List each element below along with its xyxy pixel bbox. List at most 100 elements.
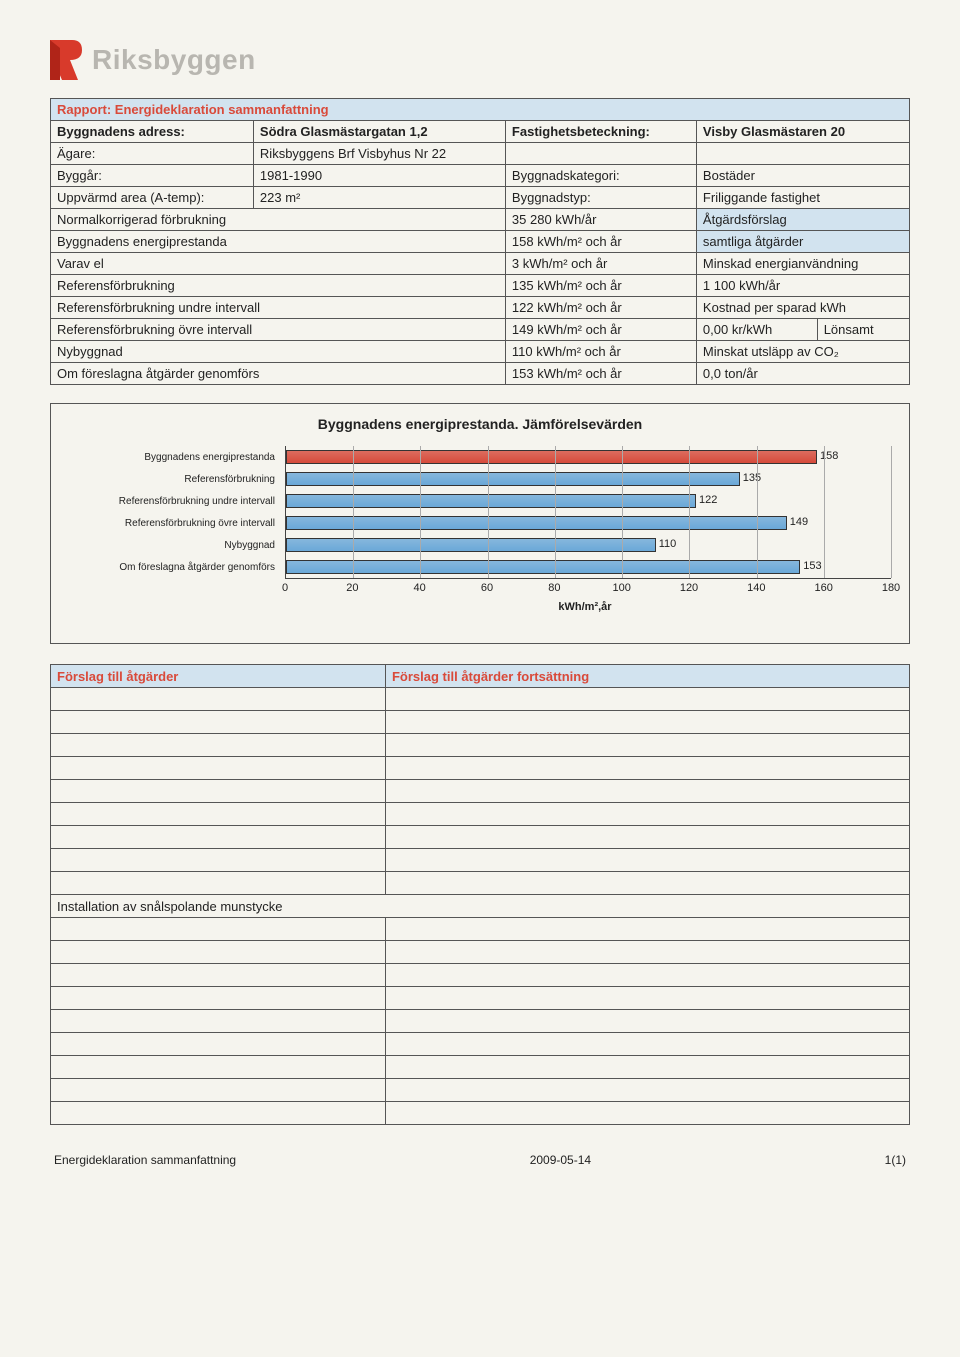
measure-cell: [51, 987, 386, 1010]
cell: 122 kWh/m² och år: [505, 297, 696, 319]
measure-cell: [385, 987, 909, 1010]
measure-cell: [385, 941, 909, 964]
cell: Fastighetsbeteckning:: [505, 121, 696, 143]
chart-row: 110: [286, 534, 891, 556]
cell: Riksbyggens Brf Visbyhus Nr 22: [253, 143, 505, 165]
chart-bar: 110: [286, 538, 656, 552]
measure-cell: [51, 826, 386, 849]
cell: Normalkorrigerad förbrukning: [51, 209, 506, 231]
measure-cell: [385, 757, 909, 780]
cell: Minskat utsläpp av CO₂: [696, 341, 909, 363]
cell: Åtgärdsförslag: [696, 209, 909, 231]
chart-bar: 122: [286, 494, 696, 508]
page-footer: Energideklaration sammanfattning 2009-05…: [50, 1153, 910, 1167]
chart-bar-value: 122: [699, 494, 725, 506]
report-title: Rapport: Energideklaration sammanfattnin…: [51, 99, 910, 121]
grid-line: [757, 446, 758, 578]
cell: [505, 143, 696, 165]
footer-left: Energideklaration sammanfattning: [54, 1153, 236, 1167]
measure-cell: [51, 780, 386, 803]
measure-cell: [385, 688, 909, 711]
measure-cell: [51, 734, 386, 757]
cell: Nybyggnad: [51, 341, 506, 363]
measure-cell: [385, 803, 909, 826]
summary-table: Rapport: Energideklaration sammanfattnin…: [50, 98, 910, 385]
cell: Ägare:: [51, 143, 254, 165]
x-tick: 160: [814, 582, 832, 594]
measure-cell: [385, 1033, 909, 1056]
measure-cell: [51, 688, 386, 711]
cell: 0,0 ton/år: [696, 363, 909, 385]
grid-line: [689, 446, 690, 578]
cell: samtliga åtgärder: [696, 231, 909, 253]
cell: 35 280 kWh/år: [505, 209, 696, 231]
chart-bar-label: Nybyggnad: [69, 534, 279, 556]
footer-center: 2009-05-14: [530, 1153, 591, 1167]
cell: 135 kWh/m² och år: [505, 275, 696, 297]
grid-line: [555, 446, 556, 578]
measure-cell: [385, 1056, 909, 1079]
logo-text: Riksbyggen: [92, 44, 256, 76]
measure-cell: [385, 734, 909, 757]
chart-row: 135: [286, 468, 891, 490]
measure-cell: [51, 918, 386, 941]
measure-cell: [51, 964, 386, 987]
measure-cell: [51, 1102, 386, 1125]
cell: 158 kWh/m² och år: [505, 231, 696, 253]
grid-line: [488, 446, 489, 578]
measures-table: Förslag till åtgärder Förslag till åtgär…: [50, 664, 910, 1125]
cell: Kostnad per sparad kWh: [696, 297, 909, 319]
measures-head-left: Förslag till åtgärder: [51, 665, 386, 688]
cell: Södra Glasmästargatan 1,2: [253, 121, 505, 143]
chart-row: 153: [286, 556, 891, 578]
chart-row: 158: [286, 446, 891, 468]
x-tick: 40: [414, 582, 426, 594]
cell: Bostäder: [696, 165, 909, 187]
cell: Uppvärmd area (A-temp):: [51, 187, 254, 209]
chart-bar-label: Referensförbrukning undre intervall: [69, 490, 279, 512]
chart-bar-value: 110: [659, 538, 685, 550]
grid-line: [420, 446, 421, 578]
grid-line: [824, 446, 825, 578]
grid-line: [622, 446, 623, 578]
chart-bar-value: 153: [803, 560, 829, 572]
x-tick: 100: [612, 582, 630, 594]
measure-cell: [51, 941, 386, 964]
chart-x-label: kWh/m²,år: [279, 601, 891, 613]
measure-cell: [385, 849, 909, 872]
x-tick: 180: [882, 582, 900, 594]
measure-cell: [51, 757, 386, 780]
measure-cell: [51, 1056, 386, 1079]
logo: Riksbyggen: [50, 40, 910, 80]
measure-cell: [385, 711, 909, 734]
measure-cell: [51, 872, 386, 895]
cell: 3 kWh/m² och år: [505, 253, 696, 275]
cell: Byggnadstyp:: [505, 187, 696, 209]
x-tick: 80: [548, 582, 560, 594]
measure-cell: [385, 1102, 909, 1125]
footer-right: 1(1): [885, 1153, 906, 1167]
cell: Byggnadens adress:: [51, 121, 254, 143]
cell: Byggnadskategori:: [505, 165, 696, 187]
cell: Om föreslagna åtgärder genomförs: [51, 363, 506, 385]
x-tick: 120: [680, 582, 698, 594]
cell: 223 m²: [253, 187, 505, 209]
grid-line: [891, 446, 892, 578]
cell: Minskad energianvändning: [696, 253, 909, 275]
cell: 153 kWh/m² och år: [505, 363, 696, 385]
cell: Byggnadens energiprestanda: [51, 231, 506, 253]
chart-title: Byggnadens energiprestanda. Jämförelsevä…: [69, 416, 891, 432]
measure-cell: [385, 918, 909, 941]
x-tick: 0: [282, 582, 288, 594]
measure-cell: [51, 711, 386, 734]
chart-bar-value: 149: [790, 516, 816, 528]
grid-line: [353, 446, 354, 578]
chart-bar: 158: [286, 450, 817, 464]
cell: Lönsamt: [817, 319, 909, 341]
cell: Referensförbrukning övre intervall: [51, 319, 506, 341]
chart-bar: 149: [286, 516, 787, 530]
x-tick: 60: [481, 582, 493, 594]
x-tick: 20: [346, 582, 358, 594]
chart-bar-label: Referensförbrukning övre intervall: [69, 512, 279, 534]
measure-cell: [385, 964, 909, 987]
